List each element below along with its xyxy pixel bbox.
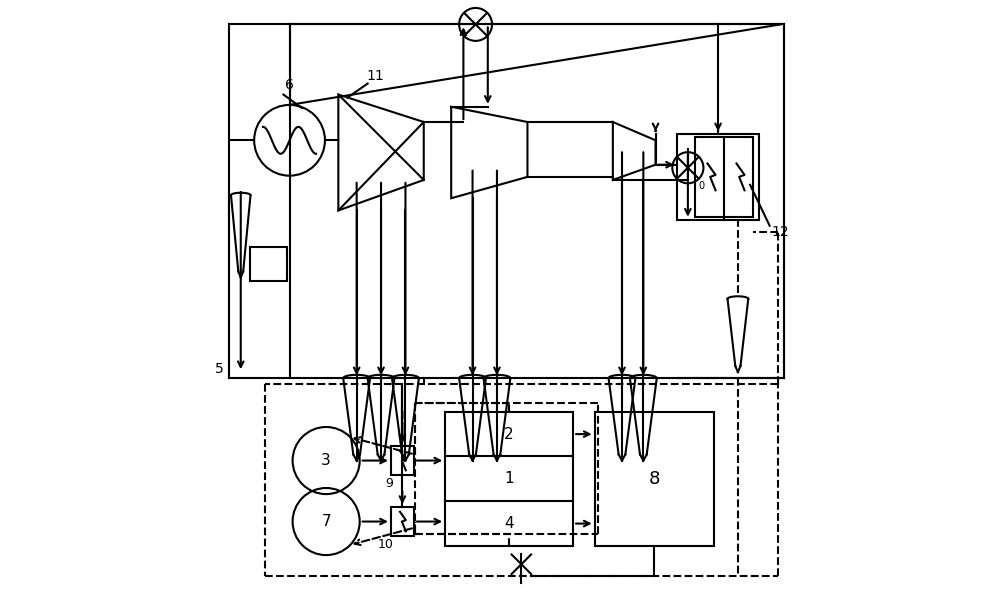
Text: 2: 2 (504, 426, 514, 442)
Text: 0: 0 (698, 181, 704, 192)
Text: 11: 11 (366, 70, 384, 83)
Bar (445, 412, 573, 546)
Bar (391, 507, 414, 536)
Text: 7: 7 (321, 514, 331, 529)
Bar (677, 134, 759, 220)
Text: 9: 9 (385, 476, 393, 490)
Text: 12: 12 (772, 225, 789, 239)
Text: 1: 1 (504, 472, 514, 486)
Bar (695, 137, 753, 217)
Bar (391, 446, 414, 475)
Bar (250, 247, 287, 281)
Text: 8: 8 (648, 470, 660, 488)
Bar (595, 412, 714, 546)
Text: 5: 5 (215, 362, 224, 376)
Text: 3: 3 (321, 453, 331, 468)
Text: 4: 4 (504, 516, 514, 531)
Text: 10: 10 (377, 537, 393, 551)
Text: 6: 6 (285, 79, 294, 92)
